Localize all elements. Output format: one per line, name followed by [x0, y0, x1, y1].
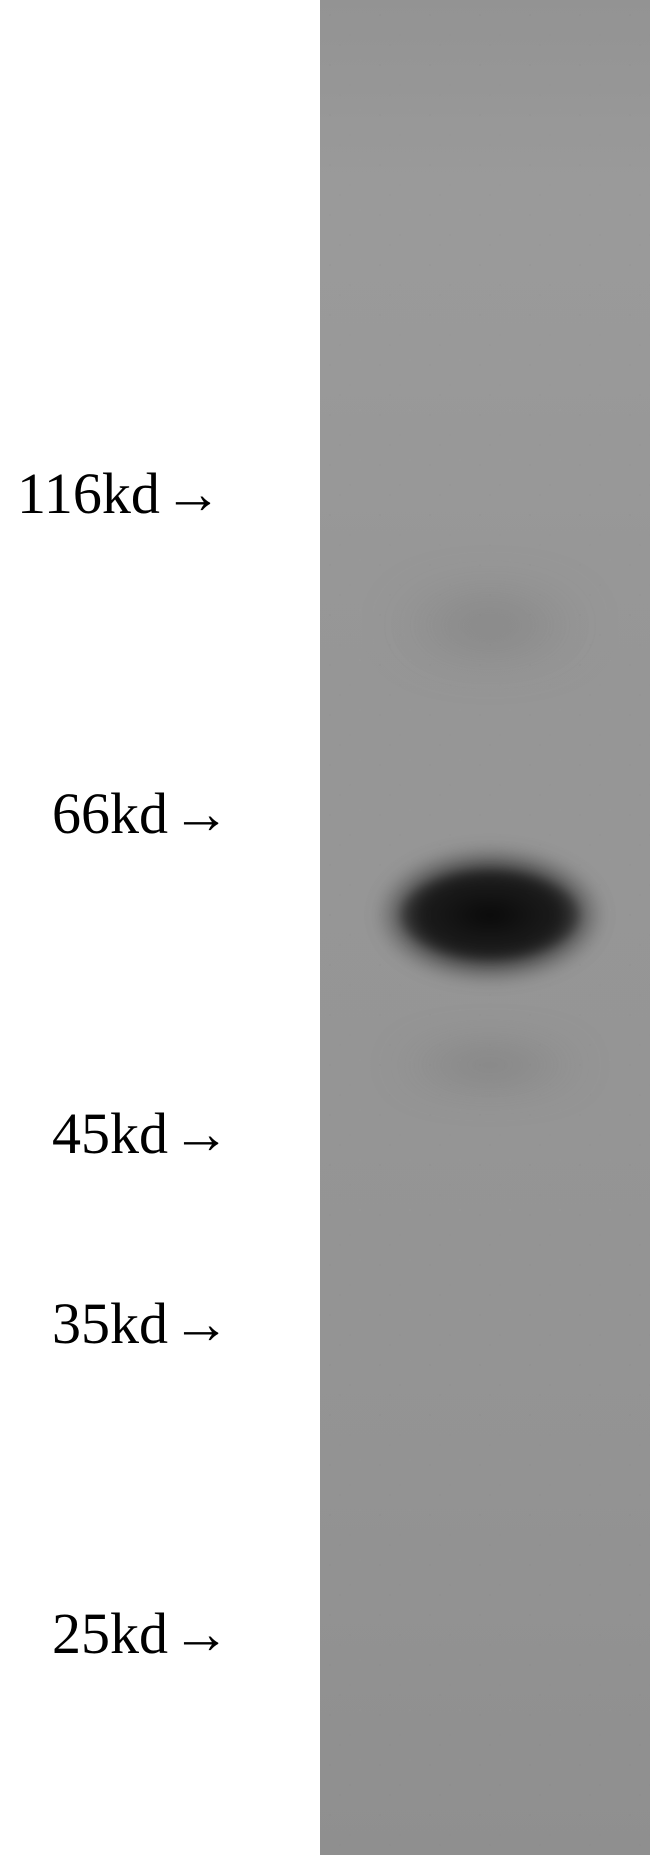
marker-116kd: 116kd→	[17, 460, 222, 527]
band-main-core	[400, 870, 580, 960]
marker-label-text: 25kd	[52, 1600, 168, 1667]
band-faint-upper	[390, 590, 590, 660]
marker-label-text: 116kd	[17, 460, 160, 527]
marker-25kd: 25kd→	[52, 1600, 230, 1667]
marker-35kd: 35kd→	[52, 1290, 230, 1357]
arrow-icon: →	[164, 460, 222, 527]
marker-66kd: 66kd→	[52, 780, 230, 847]
arrow-icon: →	[172, 780, 230, 847]
blot-lane	[320, 0, 650, 1855]
marker-label-text: 35kd	[52, 1290, 168, 1357]
arrow-icon: →	[172, 1600, 230, 1667]
band-faint-lower	[390, 1040, 590, 1090]
marker-label-text: 45kd	[52, 1100, 168, 1167]
marker-45kd: 45kd→	[52, 1100, 230, 1167]
arrow-icon: →	[172, 1100, 230, 1167]
marker-label-text: 66kd	[52, 780, 168, 847]
arrow-icon: →	[172, 1290, 230, 1357]
